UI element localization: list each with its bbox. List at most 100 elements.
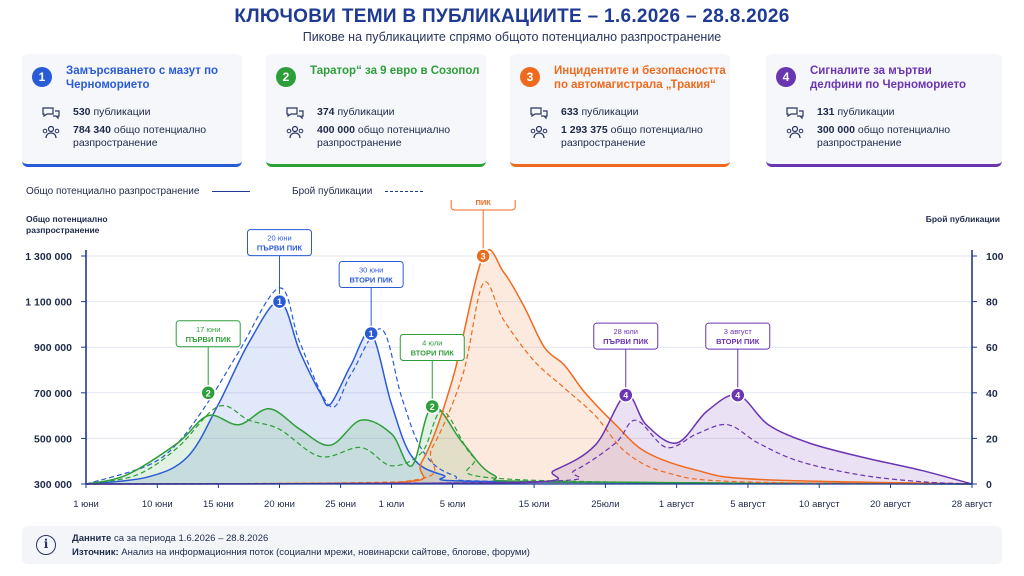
reach-value: 400 000 общо потенциално разпространение	[317, 124, 451, 149]
reach-value: 784 340 общо потенциално разпространение	[73, 124, 207, 149]
speech-bubbles-icon	[286, 106, 304, 120]
peak-label-box	[593, 322, 659, 350]
topic-card-4: 4 Сигналите за мъртви делфини по Черномо…	[766, 54, 1002, 167]
y-right-tick-label: 0	[986, 479, 992, 491]
peak-marker	[424, 398, 441, 415]
peak-date-label: 4 юли	[422, 338, 442, 347]
page-title: КЛЮЧОВИ ТЕМИ В ПУБЛИКАЦИИТЕ – 1.6.2026 –…	[234, 6, 790, 27]
peak-type-label: ВТОРИ ПИК	[411, 348, 455, 357]
series-2-reach-line	[85, 405, 973, 485]
series-4-reach-line	[85, 394, 973, 485]
x-tick-label: 10 август	[799, 499, 840, 510]
people-icon	[786, 125, 804, 139]
speech-bubbles-icon	[530, 106, 548, 120]
footer-note: i Данните са за периода 1.6.2026 – 28.8.…	[22, 526, 1002, 564]
series-2-reach-area	[86, 406, 972, 484]
peak-date-label: 17 юни	[196, 325, 220, 334]
speech-bubbles-icon	[42, 106, 60, 120]
topic-number-badge: 2	[276, 67, 296, 87]
x-tick-label: 15 юни	[203, 499, 234, 510]
peak-type-label: ПЪРВИ ПИК	[186, 335, 232, 344]
area-fill-layer	[86, 249, 972, 484]
people-icon	[530, 125, 548, 139]
peak-date-label: 20 юни	[267, 234, 291, 243]
peak-marker	[271, 293, 288, 310]
y-left-tick-label: 300 000	[34, 479, 72, 491]
y-left-axis-title: разпространение	[26, 225, 100, 235]
x-tick-label: 5 август	[730, 499, 766, 510]
topic-title: Инцидентите и безопасността по автомагис…	[554, 65, 726, 91]
y-left-axis-title: Общо потенциално	[26, 214, 108, 224]
topic-card-1: 1 Замърсяването с мазут по Черноморието …	[22, 54, 242, 167]
peak-type-label: ПЪРВИ ПИК	[257, 244, 303, 253]
peak-marker-number: 1	[369, 329, 374, 339]
peak-label-box	[705, 322, 771, 350]
legend-item-reach: Общо потенциално разпространение	[26, 186, 251, 197]
peak-type-label: ПЪРВИ ПИК	[603, 337, 649, 346]
peak-type-label: ВТОРИ ПИК	[716, 337, 760, 346]
peak-label-box	[450, 200, 516, 211]
legend-swatch-solid	[212, 190, 251, 192]
x-tick-label: 25юли	[591, 499, 619, 510]
footer-period: Данните са за периода 1.6.2026 – 28.8.20…	[72, 533, 269, 544]
axis-layer: 1 300 000 1 100 000 900 000 700 000 500 000 3…	[25, 214, 1003, 510]
y-right-axis-title: Брой публикации	[926, 214, 1000, 224]
reach-value: 300 000 общо потенциално разпространение	[817, 124, 951, 149]
footer-source: Източник: Анализ на информационния поток…	[72, 547, 530, 558]
x-tick-label: 1 юни	[73, 499, 99, 510]
legend-label-pubs: Брой публикации	[292, 186, 373, 197]
peak-marker-number: 1	[277, 297, 282, 307]
y-left-tick-label: 500 000	[34, 433, 72, 445]
y-left-tick-label: 700 000	[34, 388, 72, 400]
publications-count: 131 публикации	[817, 106, 895, 118]
peak-marker	[363, 325, 379, 342]
x-tick-label: 20 юни	[264, 499, 295, 510]
peak-type-label: ВТОРИ ПИК	[350, 276, 394, 285]
people-icon	[42, 125, 60, 139]
y-right-tick-label: 60	[986, 342, 998, 354]
series-2-publications-line	[85, 405, 973, 485]
x-tick-label: 28 август	[952, 499, 993, 510]
info-icon: i	[36, 535, 56, 555]
topic-title: Замърсяването с мазут по Черноморието	[66, 65, 219, 91]
x-tick-label: 20 август	[870, 499, 911, 510]
series-3-reach-line	[85, 249, 973, 485]
y-left-tick-label: 900 000	[34, 342, 72, 354]
publications-count: 530 публикации	[73, 106, 151, 118]
topic-number-badge: 3	[520, 67, 540, 87]
peak-marker	[475, 248, 491, 264]
series-1-publications-line	[85, 287, 973, 485]
peak-type-label: ПИК	[475, 200, 491, 207]
peak-label-box	[175, 320, 241, 348]
x-tick-label: 5 юли	[440, 499, 466, 510]
x-tick-label: 15 юли	[519, 499, 550, 510]
topic-cards: 1 Замърсяването с мазут по Черноморието …	[22, 54, 1002, 167]
peak-marker	[730, 387, 746, 403]
legend-swatch-dashed	[385, 190, 424, 192]
topic-card-2: 2 Таратор“ за 9 евро в Созопол 374 публи…	[266, 54, 486, 167]
y-right-tick-label: 40	[986, 388, 998, 400]
publications-count: 633 публикации	[561, 106, 639, 118]
reach-publications-chart: 1 300 000 1 100 000 900 000 700 000 500 000 3…	[25, 200, 1004, 510]
x-tick-label: 1 август	[659, 499, 695, 510]
x-tick-label: 25 юни	[325, 499, 356, 510]
x-tick-label: 10 юни	[142, 499, 173, 510]
peak-label-box	[338, 261, 404, 289]
peak-marker-number: 4	[735, 391, 740, 401]
legend-item-pubs: Брой публикации	[292, 186, 424, 197]
peak-date-label: 3 август	[724, 327, 753, 336]
reach-value: 1 293 375 общо потенциално разпространен…	[561, 124, 703, 149]
peak-marker-number: 2	[430, 402, 435, 412]
peak-marker	[617, 387, 634, 403]
series-line-layer	[85, 249, 973, 485]
x-tick-label: 1 юли	[379, 499, 405, 510]
peak-label-box	[399, 333, 465, 361]
legend-label-reach: Общо потенциално разпространение	[26, 186, 200, 197]
y-left-tick-label: 1 300 000	[25, 251, 72, 263]
topic-title: Сигналите за мъртви делфини по Черномори…	[810, 65, 967, 91]
topic-title: Таратор“ за 9 евро в Созопол	[310, 65, 480, 77]
series-1-reach-area	[86, 301, 972, 484]
topic-number-badge: 4	[776, 67, 796, 87]
topic-card-3: 3 Инцидентите и безопасността по автомаг…	[510, 54, 730, 167]
